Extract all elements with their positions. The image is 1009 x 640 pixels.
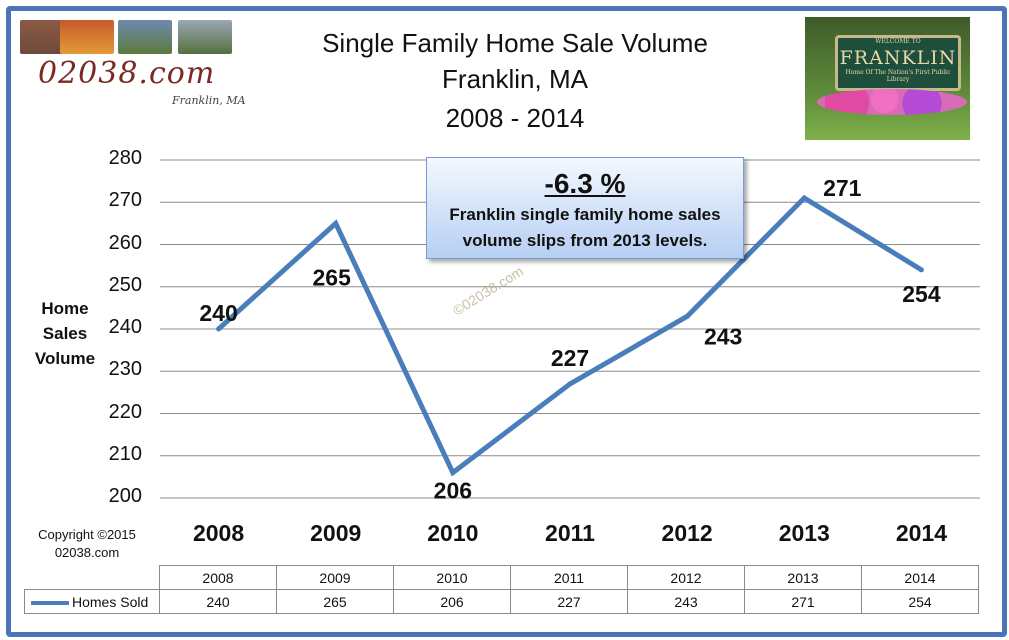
data-label: 271 [823, 175, 862, 201]
thumbnail-house-image [118, 20, 172, 54]
sign-bottom-text: Home Of The Nation's First Public Librar… [845, 69, 951, 83]
data-table-values-row: Homes Sold 240 265 206 227 243 271 254 [24, 589, 979, 614]
data-table: 2008 2009 2010 2011 2012 2013 2014 Homes… [24, 565, 979, 614]
y-tick-label: 240 [108, 316, 142, 338]
y-axis-label-line-3: Volume [34, 349, 96, 368]
callout-percent: -6.3 % [544, 168, 626, 199]
x-tick-label: 2013 [778, 520, 830, 546]
y-tick-label: 210 [108, 442, 142, 465]
data-table-value: 240 [159, 589, 277, 614]
data-point [684, 313, 690, 319]
franklin-sign-photo: WELCOME TO FRANKLIN Home Of The Nation's… [805, 17, 970, 140]
chart-title-line-1: Single Family Home Sale Volume [322, 28, 708, 58]
data-table-value: 254 [861, 589, 979, 614]
data-label: 265 [313, 264, 352, 290]
copyright-line-1: Copyright ©2015 [38, 527, 136, 542]
callout-line-2: volume slips from 2013 levels. [462, 231, 708, 250]
y-axis-label-line-2: Sales [42, 324, 88, 343]
chart-title-line-2: Franklin, MA [442, 64, 588, 94]
x-tick-label: 2008 [192, 520, 245, 546]
data-point [333, 220, 339, 226]
data-table-year: 2010 [393, 565, 511, 590]
y-tick-label: 200 [108, 485, 142, 507]
data-table-year: 2013 [744, 565, 862, 590]
y-axis-label-line-1: Home [41, 299, 89, 318]
data-label: 206 [434, 478, 472, 504]
data-table-year: 2011 [510, 565, 628, 590]
copyright-text: Copyright ©2015 02038.com [22, 526, 152, 562]
welcome-sign: WELCOME TO FRANKLIN Home Of The Nation's… [835, 35, 961, 91]
data-label: 227 [551, 345, 589, 371]
logo-text: 02038.com [38, 56, 216, 91]
data-table-value: 265 [276, 589, 394, 614]
data-point [801, 195, 807, 201]
thumbnail-foliage-image [60, 20, 114, 54]
data-label: 254 [902, 281, 941, 307]
data-table-year: 2012 [627, 565, 745, 590]
data-point [216, 326, 222, 332]
callout-line-1: Franklin single family home sales [449, 205, 721, 224]
site-logo[interactable]: 02038.com Franklin, MA [20, 16, 260, 112]
thumbnail-monument-image [178, 20, 232, 54]
copyright-line-2: 02038.com [54, 545, 120, 560]
data-table-value: 227 [510, 589, 628, 614]
legend-label: Homes Sold [72, 593, 149, 610]
y-tick-label: 280 [108, 147, 142, 169]
annotation-callout: -6.3 % Franklin single family home sales… [426, 157, 744, 259]
flower-bed [817, 89, 967, 115]
x-tick-label: 2014 [895, 520, 947, 546]
y-tick-label: 270 [108, 189, 142, 212]
logo-subtext: Franklin, MA [172, 94, 246, 107]
y-axis-label: Home Sales Volume [26, 296, 104, 371]
sign-main-text: FRANKLIN [839, 47, 957, 69]
legend-line-icon [31, 600, 69, 605]
data-table-header-row: 2008 2009 2010 2011 2012 2013 2014 [24, 565, 979, 590]
legend-entry: Homes Sold [24, 589, 160, 614]
x-tick-label: 2010 [427, 520, 479, 546]
sign-top-text: WELCOME TO [875, 38, 921, 45]
y-tick-label: 230 [108, 358, 142, 381]
data-table-value: 243 [627, 589, 745, 614]
data-point [918, 267, 924, 273]
chart-title-line-3: 2008 - 2014 [445, 103, 585, 133]
y-tick-label: 250 [108, 273, 142, 296]
data-table-value: 271 [744, 589, 862, 614]
data-table-year: 2014 [861, 565, 979, 590]
data-table-value: 206 [393, 589, 511, 614]
data-table-year: 2008 [159, 565, 277, 590]
y-tick-label: 260 [108, 231, 142, 254]
callout-message: Franklin single family home sales volume… [427, 202, 743, 254]
data-table-corner [24, 565, 160, 590]
data-point [567, 381, 573, 387]
x-tick-label: 2011 [545, 520, 595, 546]
data-label: 243 [704, 323, 742, 349]
x-tick-label: 2012 [661, 520, 713, 546]
y-tick-label: 220 [108, 400, 142, 423]
data-point [450, 470, 456, 476]
data-table-year: 2009 [276, 565, 394, 590]
data-label: 240 [199, 300, 237, 326]
x-tick-label: 2009 [310, 520, 362, 546]
